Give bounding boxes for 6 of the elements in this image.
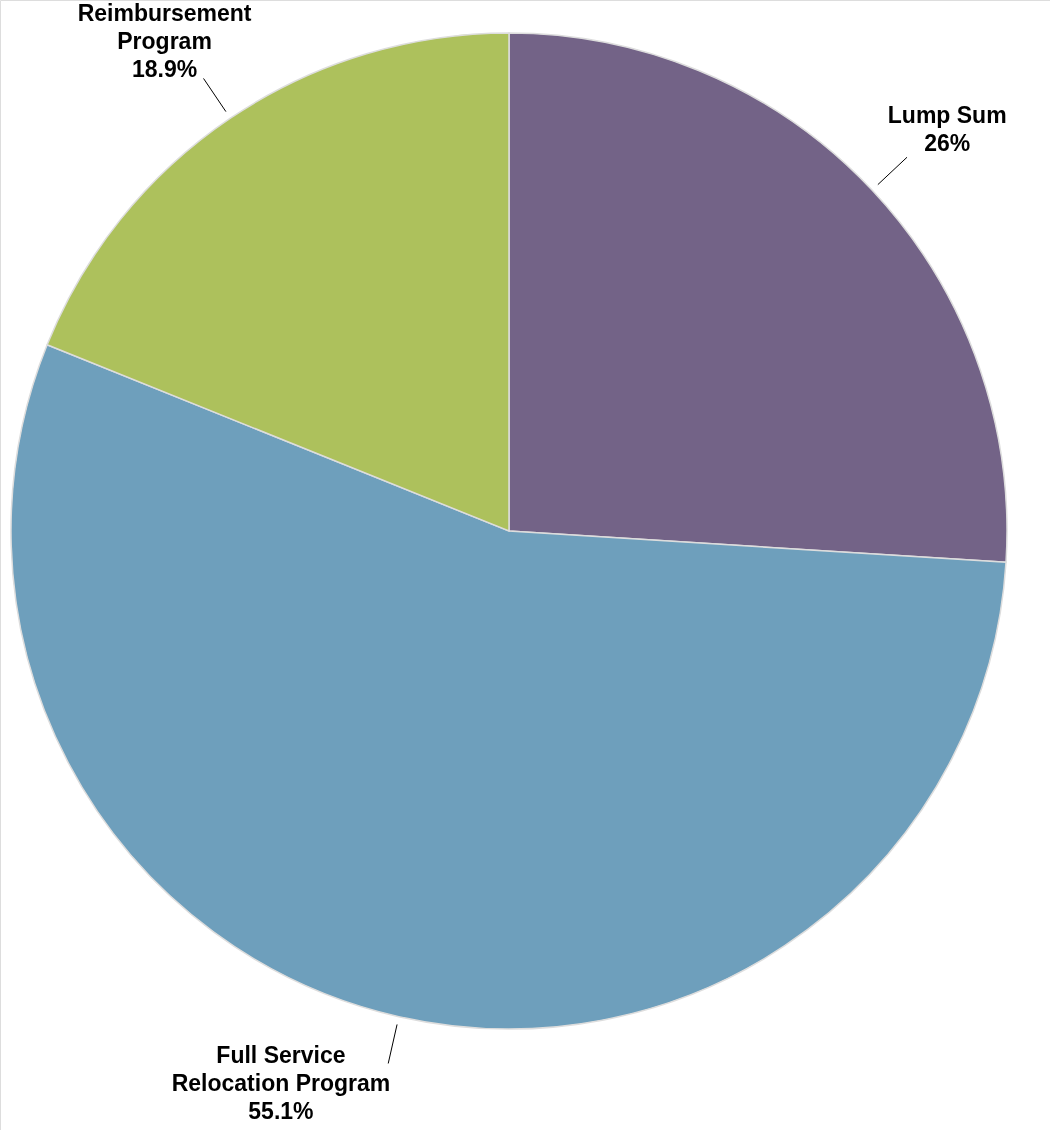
slice-label: Reimbursement Program — [77, 0, 252, 54]
data-label: 26% — [924, 129, 971, 156]
slice-label: Lump Sum — [887, 101, 1007, 128]
data-label: 55.1% — [248, 1098, 314, 1124]
slice-label: Full Service Relocation Program — [171, 1042, 391, 1096]
data-label: 18.9% — [131, 56, 198, 82]
